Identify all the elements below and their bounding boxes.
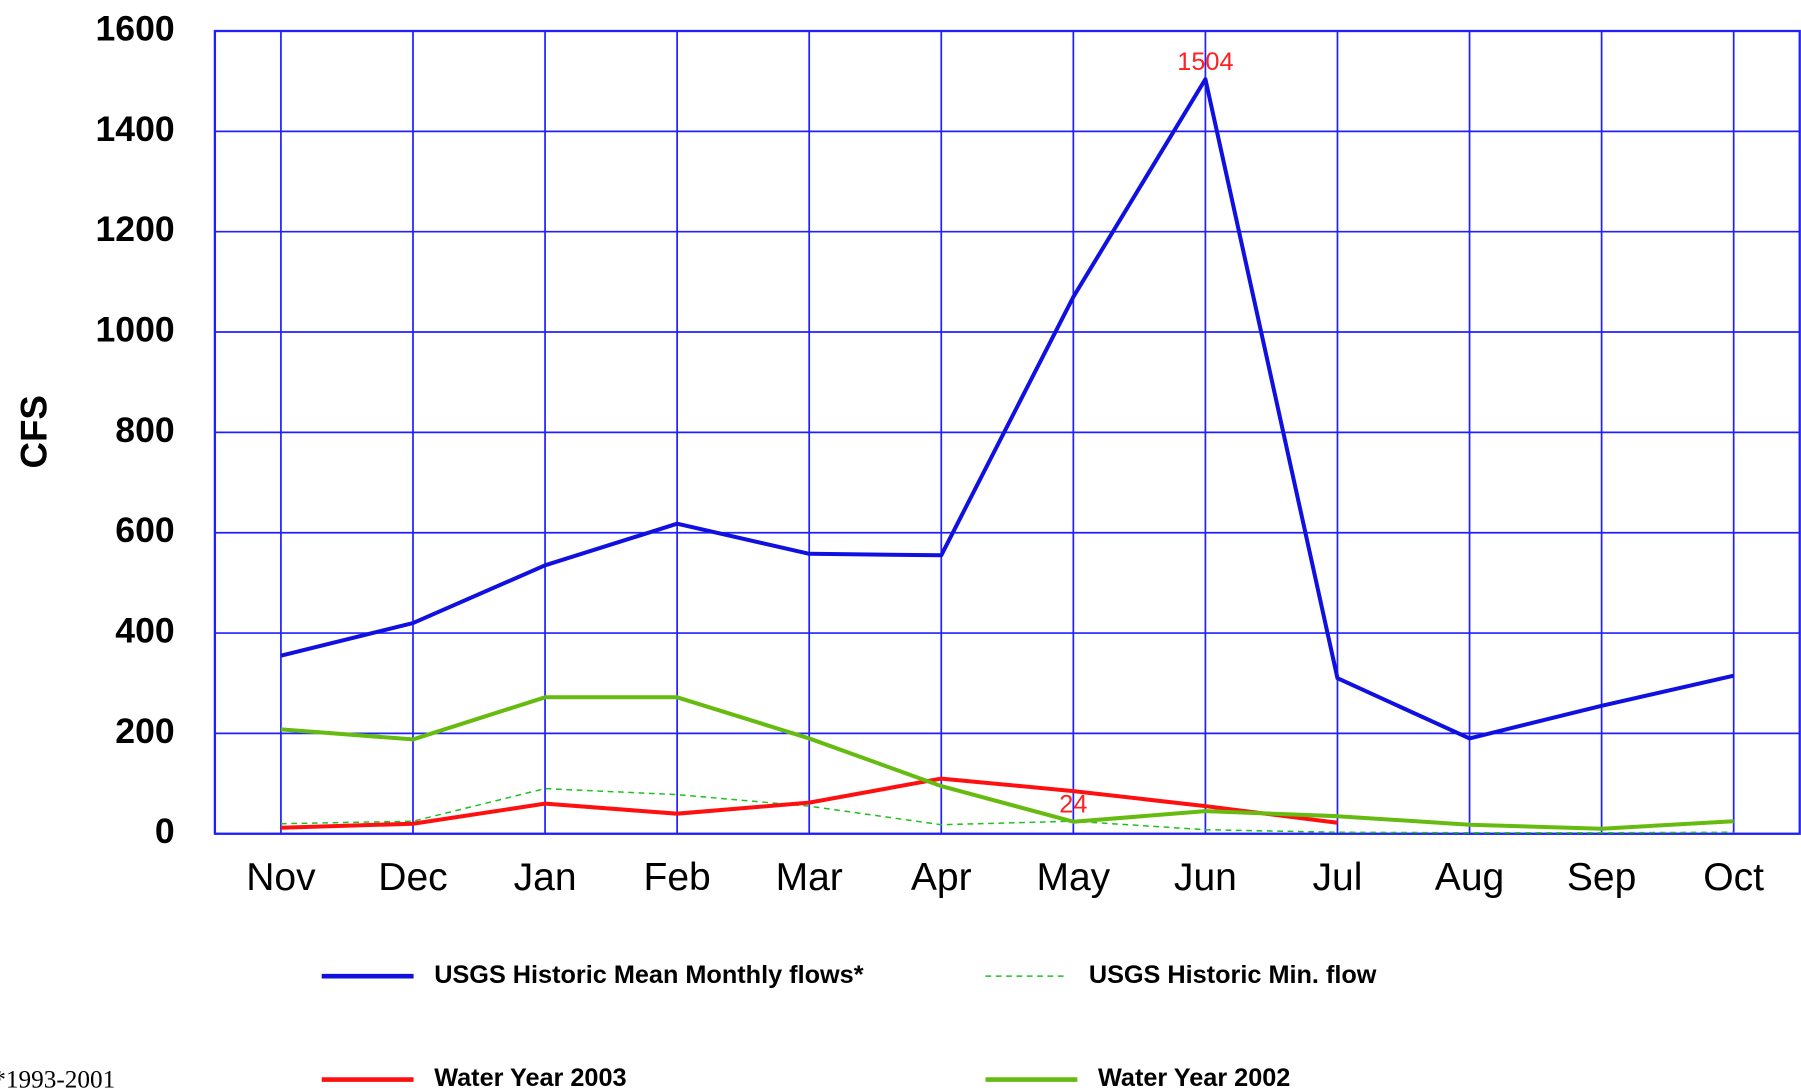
- footnote: *1993-2001: [0, 1066, 115, 1091]
- y-tick-label: 1200: [96, 209, 175, 249]
- legend-label: USGS Historic Mean Monthly flows*: [434, 961, 863, 989]
- plot-border: [213, 29, 1801, 835]
- y-tick-label: 1600: [96, 8, 175, 48]
- x-tick-label: Sep: [1567, 856, 1636, 899]
- data-label: 1504: [1177, 48, 1233, 76]
- x-tick-label: Apr: [911, 856, 972, 899]
- y-tick-label: 0: [155, 811, 175, 851]
- series-line: [280, 695, 1734, 831]
- x-tick-label: Jul: [1313, 856, 1363, 899]
- legend-label: Water Year 2002: [1098, 1064, 1290, 1091]
- y-tick-label: 1400: [96, 109, 175, 149]
- series-line: [280, 776, 1338, 830]
- y-tick-label: 200: [115, 711, 174, 751]
- x-tick-label: Jan: [514, 856, 577, 899]
- x-tick-label: Nov: [246, 856, 316, 899]
- x-tick-label: Feb: [643, 856, 710, 899]
- legend-label: Water Year 2003: [434, 1064, 626, 1091]
- x-tick-label: Mar: [776, 856, 843, 899]
- x-tick-label: Oct: [1703, 856, 1764, 899]
- y-tick-label: 400: [115, 610, 174, 650]
- legend-label: USGS Historic Min. flow: [1089, 961, 1377, 989]
- data-label: 24: [1059, 790, 1087, 818]
- y-tick-label: 600: [115, 510, 174, 550]
- x-tick-label: Jun: [1174, 856, 1237, 899]
- x-tick-label: Dec: [378, 856, 447, 899]
- x-tick-label: May: [1036, 856, 1110, 899]
- y-axis-label: CFS: [14, 395, 55, 468]
- x-tick-label: Aug: [1435, 856, 1504, 899]
- series-line: [280, 77, 1735, 741]
- y-tick-label: 1000: [96, 309, 175, 349]
- y-tick-label: 800: [115, 410, 174, 450]
